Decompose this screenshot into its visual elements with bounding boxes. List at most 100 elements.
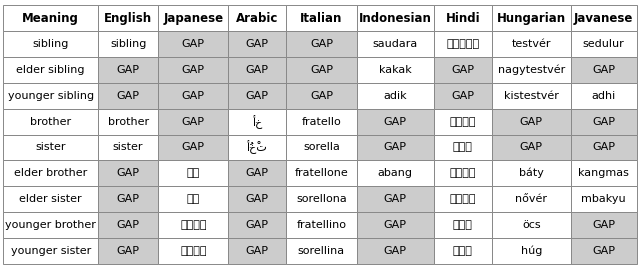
Text: GAP: GAP	[520, 142, 543, 153]
Bar	[571, 134, 637, 160]
Text: GAP: GAP	[182, 142, 205, 153]
Text: saudara: saudara	[372, 39, 418, 49]
Text: adik: adik	[383, 91, 407, 101]
Bar	[356, 160, 434, 186]
Bar	[571, 5, 637, 31]
Bar	[228, 212, 286, 238]
Text: testvér: testvér	[511, 39, 551, 49]
Bar	[492, 134, 571, 160]
Bar	[571, 212, 637, 238]
Text: GAP: GAP	[384, 194, 407, 204]
Text: いもうと: いもうと	[180, 246, 207, 256]
Bar	[228, 186, 286, 212]
Bar	[158, 212, 228, 238]
Bar	[434, 109, 492, 134]
Bar	[434, 83, 492, 109]
Bar	[3, 31, 99, 57]
Text: sorellina: sorellina	[298, 246, 345, 256]
Text: GAP: GAP	[384, 142, 407, 153]
Text: elder sister: elder sister	[19, 194, 82, 204]
Bar	[99, 160, 158, 186]
Bar	[228, 160, 286, 186]
Bar	[99, 109, 158, 134]
Bar	[356, 134, 434, 160]
Text: GAP: GAP	[116, 65, 140, 75]
Text: sister: sister	[113, 142, 143, 153]
Bar	[158, 57, 228, 83]
Text: दीदी: दीदी	[450, 194, 476, 204]
Bar	[158, 109, 228, 134]
Text: GAP: GAP	[116, 91, 140, 101]
Bar	[571, 109, 637, 134]
Bar	[356, 57, 434, 83]
Bar	[492, 57, 571, 83]
Text: GAP: GAP	[592, 65, 615, 75]
Bar	[434, 57, 492, 83]
Text: nővér: nővér	[515, 194, 547, 204]
Bar	[228, 109, 286, 134]
Text: GAP: GAP	[246, 91, 269, 101]
Bar	[434, 238, 492, 264]
Bar	[158, 238, 228, 264]
Text: GAP: GAP	[384, 246, 407, 256]
Bar	[286, 83, 356, 109]
Text: Meaning: Meaning	[22, 12, 79, 25]
Text: elder brother: elder brother	[14, 168, 87, 178]
Bar	[99, 5, 158, 31]
Bar	[286, 134, 356, 160]
Text: kangmas: kangmas	[579, 168, 629, 178]
Bar	[434, 5, 492, 31]
Bar	[99, 212, 158, 238]
Bar	[3, 134, 99, 160]
Bar	[571, 57, 637, 83]
Bar	[228, 83, 286, 109]
Bar	[492, 83, 571, 109]
Bar	[3, 5, 99, 31]
Text: sorellona: sorellona	[296, 194, 347, 204]
Text: GAP: GAP	[384, 116, 407, 127]
Text: GAP: GAP	[246, 168, 269, 178]
Text: sorella: sorella	[303, 142, 340, 153]
Bar	[3, 238, 99, 264]
Bar	[356, 212, 434, 238]
Bar	[571, 31, 637, 57]
Bar	[286, 57, 356, 83]
Text: younger brother: younger brother	[5, 220, 96, 230]
Bar	[3, 109, 99, 134]
Bar	[99, 83, 158, 109]
Text: GAP: GAP	[182, 116, 205, 127]
Bar	[286, 160, 356, 186]
Text: mbakyu: mbakyu	[581, 194, 626, 204]
Bar	[3, 160, 99, 186]
Text: GAP: GAP	[182, 39, 205, 49]
Bar	[571, 83, 637, 109]
Text: sister: sister	[35, 142, 66, 153]
Text: sedulur: sedulur	[583, 39, 625, 49]
Text: GAP: GAP	[592, 142, 615, 153]
Text: English: English	[104, 12, 152, 25]
Text: Arabic: Arabic	[236, 12, 278, 25]
Text: GAP: GAP	[116, 220, 140, 230]
Text: nagytestvér: nagytestvér	[497, 65, 565, 75]
Text: GAP: GAP	[451, 65, 474, 75]
Bar	[228, 57, 286, 83]
Bar	[228, 238, 286, 264]
Bar	[492, 109, 571, 134]
Text: GAP: GAP	[182, 65, 205, 75]
Text: fratellino: fratellino	[296, 220, 346, 230]
Text: elder sibling: elder sibling	[17, 65, 85, 75]
Bar	[356, 5, 434, 31]
Text: GAP: GAP	[592, 220, 615, 230]
Text: भेया: भेया	[450, 116, 476, 127]
Bar	[99, 57, 158, 83]
Bar	[434, 186, 492, 212]
Text: GAP: GAP	[116, 246, 140, 256]
Text: Hungarian: Hungarian	[497, 12, 566, 25]
Bar	[286, 238, 356, 264]
Bar	[228, 31, 286, 57]
Text: あに: あに	[187, 168, 200, 178]
Text: भेया: भेया	[450, 168, 476, 178]
Text: GAP: GAP	[310, 39, 333, 49]
Bar	[492, 5, 571, 31]
Text: brother: brother	[30, 116, 71, 127]
